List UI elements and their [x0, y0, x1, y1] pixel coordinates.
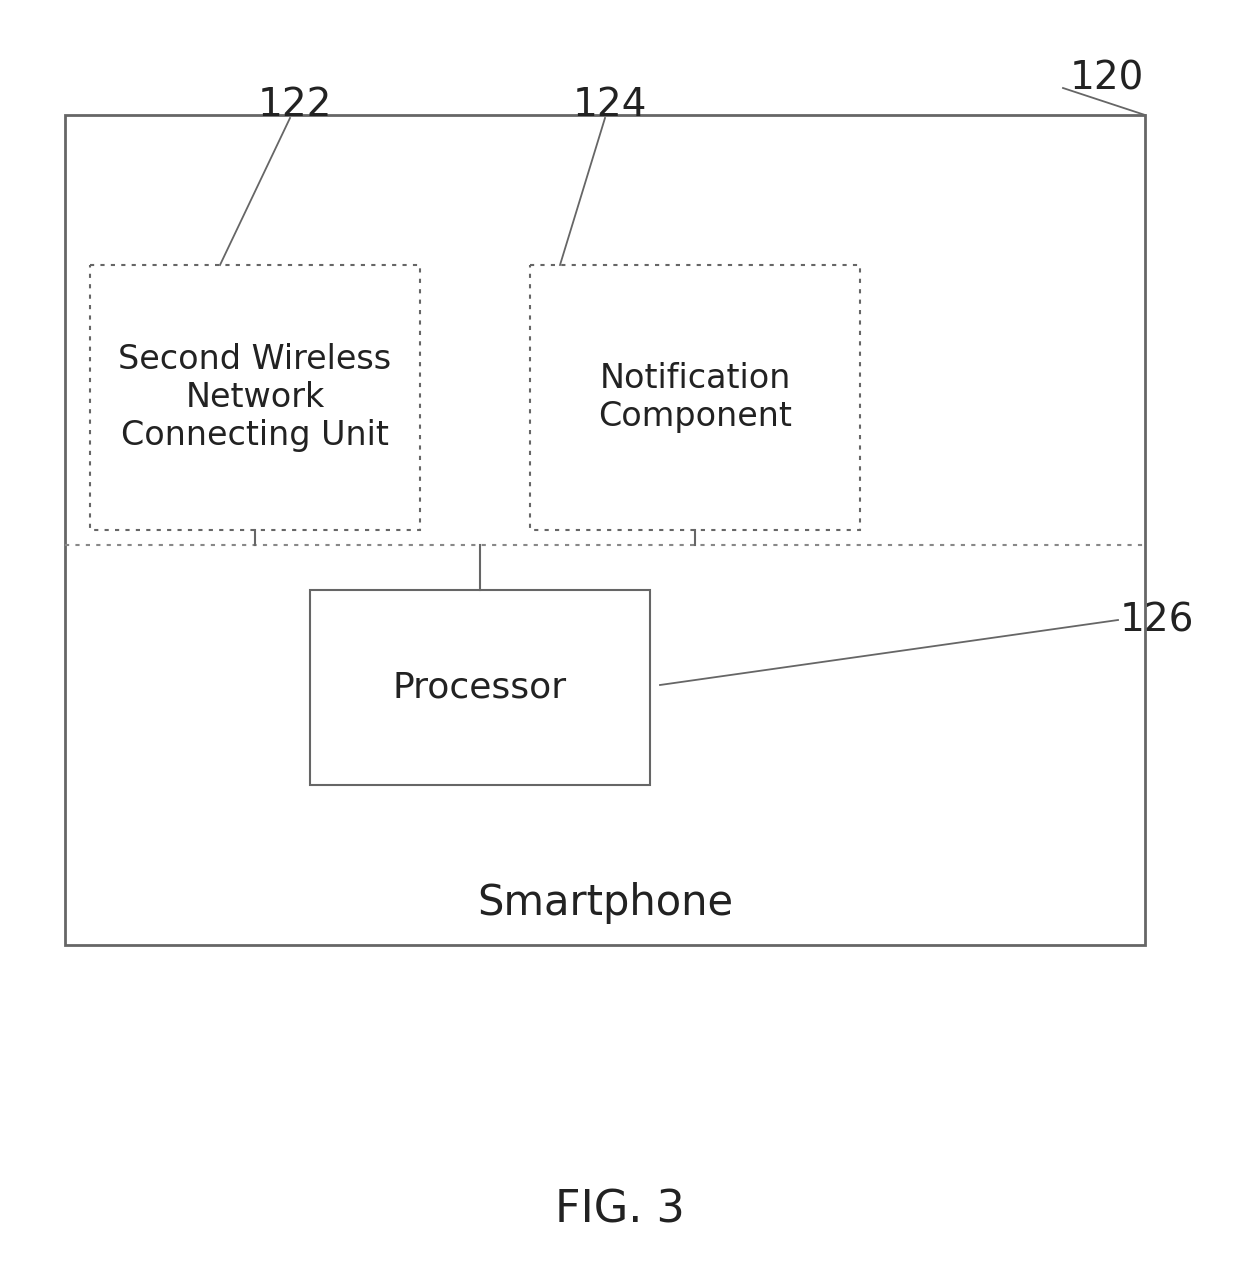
Text: Notification
Component: Notification Component [598, 362, 792, 433]
Text: Second Wireless
Network
Connecting Unit: Second Wireless Network Connecting Unit [119, 343, 392, 452]
Bar [91, 265, 420, 530]
Text: 122: 122 [258, 86, 332, 124]
Text: 126: 126 [1120, 601, 1194, 639]
Bar [529, 265, 861, 530]
Text: Smartphone: Smartphone [477, 882, 733, 924]
Text: Processor: Processor [393, 670, 567, 704]
Text: 120: 120 [1070, 60, 1145, 98]
Text: FIG. 3: FIG. 3 [556, 1188, 684, 1232]
Bar [64, 115, 1145, 945]
Text: 124: 124 [573, 86, 647, 124]
Bar [310, 590, 650, 786]
